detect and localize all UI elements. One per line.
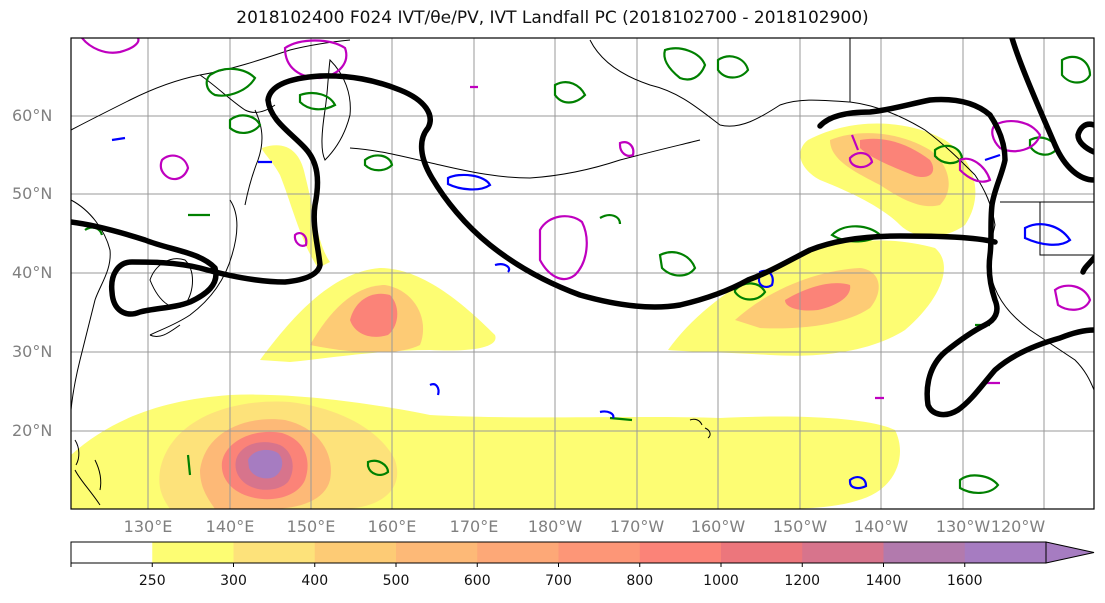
theta-e-contour-1 [205,67,257,97]
colorbar-tick-label: 600 [463,573,491,589]
ivt-plume-east-700 [785,283,851,311]
pc-contour-east-edge [1075,121,1094,275]
colorbar-tick-label: 700 [545,573,572,589]
coast-alaska [589,39,976,176]
colorbar-segment [396,542,478,563]
map-frame [70,37,1095,510]
coast-okhotsk [199,74,276,113]
lon-label-150e: 150°E [286,517,336,536]
colorbar-segment [639,542,722,563]
colorbar-segment [233,542,316,563]
theta-e-contour-11 [363,154,394,172]
lon-label-130e: 130°E [123,517,173,536]
pv-positive-contour-8 [1053,284,1092,311]
pv-negative-contour-3 [599,410,615,419]
colorbar-tick-label: 1400 [865,573,902,589]
pv-negative-contour-8 [494,263,511,273]
lon-label-120w: 120°W [990,517,1046,536]
lat-label-40n: 40°N [12,263,53,282]
pv-positive-contour-10 [618,141,635,157]
pv-positive-contour-5 [848,134,874,169]
colorbar-segment [721,542,803,563]
colorbar-segment [802,542,884,563]
lat-label-20n: 20°N [12,421,53,440]
ivt-typhoon-1600 [248,449,283,479]
theta-e-contour-8 [658,251,697,277]
theta-e-contour-3 [298,91,337,111]
colorbar-segment [558,542,641,563]
lon-label-170e: 170°E [449,517,499,536]
pv-positive-contour-2 [283,39,348,80]
border-us-states [1039,202,1094,256]
coast-aleutians [349,139,701,179]
figure-title: 2018102400 F024 IVT/θe/PV, IVT Landfall … [236,8,869,28]
colorbar-segment [883,542,966,563]
pv-positive-contour-1 [81,38,140,54]
lon-label-130w: 130°W [935,517,991,536]
pv-negative-contour-1 [446,173,492,191]
colorbar [70,541,1095,567]
lat-label-50n: 50°N [12,184,53,203]
pv-positive-contour-7 [958,157,992,183]
colorbar-tick-label: 1200 [784,573,821,589]
coast-japan [149,199,238,336]
pc-contour-kamchatka [1009,38,1094,183]
ivt-plume-west-700 [350,293,398,337]
lon-label-170w: 170°W [609,517,665,536]
colorbar-tick-label: 300 [220,573,247,589]
coast-japan-kyushu [149,324,181,338]
colorbar-tick-label: 250 [138,573,166,589]
lon-label-150w: 150°W [772,517,828,536]
coastlines [71,38,1094,506]
pc-contour-alaska [817,96,1094,418]
pv-positive-contour-9 [293,231,308,247]
colorbar-segments [71,542,1047,563]
coast-kamchatka [321,58,351,161]
coast-philippines [74,459,102,506]
coast-na-west [974,174,1094,391]
colorbar-tick-label: 800 [626,573,654,589]
lon-label-140w: 140°W [853,517,909,536]
ivt-shading [71,123,976,509]
ivt-alaska-400 [830,133,949,207]
pv-negative-contour-5 [1023,223,1072,246]
colorbar-extend-arrow [1045,541,1095,564]
pc-contour-main [71,73,998,317]
theta-e-contour-7 [1060,55,1092,84]
colorbar-segment [71,542,153,563]
theta-e-contour-12 [186,416,1000,494]
pv-negative-contour-2 [429,383,440,396]
pv-negative-contour-4 [848,476,868,490]
lon-label-140e: 140°E [205,517,255,536]
theta-e-contour-5 [663,47,707,81]
coast-taiwan [74,439,80,466]
lat-label-60n: 60°N [12,106,53,125]
theta-e-contour-2 [228,114,262,134]
theta-e-contour-6 [716,55,750,79]
colorbar-tick-label: 500 [382,573,410,589]
colorbar-tick-label: 1600 [946,573,983,589]
pv-positive-contour-6 [991,120,1042,153]
lon-label-160e: 160°E [367,517,417,536]
coast-hawaii [689,418,711,439]
colorbar-segment [314,542,397,563]
lon-label-160w: 160°W [690,517,746,536]
theta-e-contour-4 [553,81,587,104]
colorbar-segment [477,542,559,563]
ivt-streamer [262,145,330,268]
colorbar-ticks [70,563,966,567]
pv-positive-contour-3 [159,154,190,181]
colorbar-segment [964,542,1047,563]
colorbar-tick-label: 1000 [703,573,739,589]
ivt-landfall-pc-contours [71,38,1094,418]
colorbar-segment [152,542,234,563]
lon-label-180w: 180°W [527,517,583,536]
colorbar-tick-label: 400 [301,573,329,589]
ivt-alaska-700 [860,138,934,178]
pv-negative-contour-7 [111,136,1001,164]
lat-label-30n: 30°N [12,342,53,361]
pv-positive-contour-4 [538,215,588,281]
